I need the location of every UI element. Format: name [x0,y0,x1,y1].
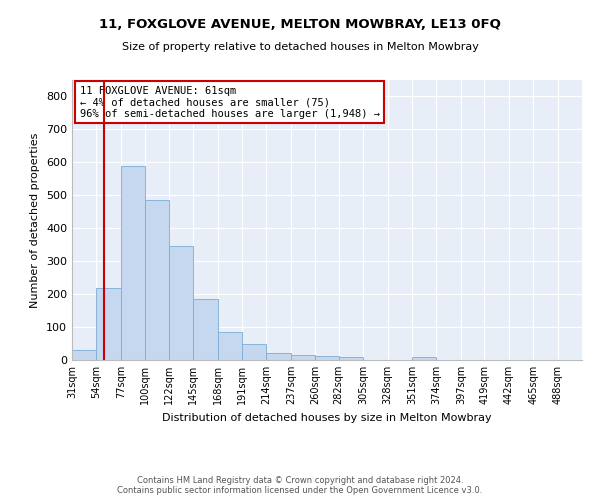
Bar [218,332,242,360]
Text: Size of property relative to detached houses in Melton Mowbray: Size of property relative to detached ho… [122,42,478,52]
Text: 11 FOXGLOVE AVENUE: 61sqm
← 4% of detached houses are smaller (75)
96% of semi-d: 11 FOXGLOVE AVENUE: 61sqm ← 4% of detach… [80,86,380,119]
Text: Contains HM Land Registry data © Crown copyright and database right 2024.
Contai: Contains HM Land Registry data © Crown c… [118,476,482,495]
Bar [145,200,169,360]
Bar [121,166,145,360]
X-axis label: Distribution of detached houses by size in Melton Mowbray: Distribution of detached houses by size … [162,412,492,422]
Bar [338,356,363,360]
Bar [291,355,316,360]
Bar [193,300,218,360]
Bar [97,288,121,360]
Text: 11, FOXGLOVE AVENUE, MELTON MOWBRAY, LE13 0FQ: 11, FOXGLOVE AVENUE, MELTON MOWBRAY, LE1… [99,18,501,30]
Y-axis label: Number of detached properties: Number of detached properties [31,132,40,308]
Bar [316,356,338,360]
Bar [412,356,436,360]
Bar [242,344,266,360]
Bar [169,246,193,360]
Bar [72,350,97,360]
Bar [266,354,291,360]
